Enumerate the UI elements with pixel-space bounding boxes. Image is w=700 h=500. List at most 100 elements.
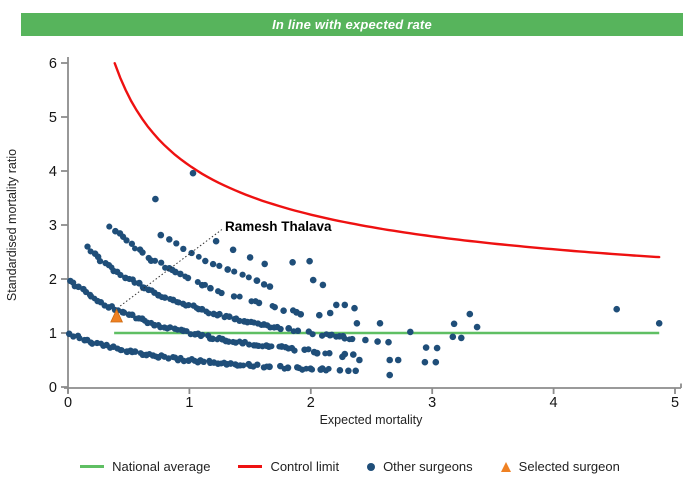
surgeon-point[interactable] [166, 236, 173, 243]
surgeon-point[interactable] [297, 310, 305, 318]
surgeon-point[interactable] [209, 260, 217, 268]
surgeon-point[interactable] [333, 301, 340, 309]
surgeon-point[interactable] [225, 338, 232, 345]
surgeon-point[interactable] [266, 283, 274, 290]
surgeon-point[interactable] [271, 304, 278, 311]
surgeon-point[interactable] [75, 283, 82, 291]
surgeon-point[interactable] [216, 262, 223, 269]
surgeon-point[interactable] [294, 327, 302, 335]
surgeon-point[interactable] [236, 293, 243, 300]
surgeon-point[interactable] [157, 231, 165, 239]
surgeon-point[interactable] [158, 259, 165, 266]
surgeon-point[interactable] [106, 223, 113, 230]
surgeon-point[interactable] [176, 270, 184, 278]
surgeon-point[interactable] [394, 356, 402, 364]
surgeon-point[interactable] [255, 299, 263, 307]
surgeon-point[interactable] [351, 304, 358, 312]
surgeon-point[interactable] [341, 301, 349, 309]
surgeon-point[interactable] [473, 323, 481, 331]
surgeon-point[interactable] [277, 325, 284, 333]
surgeon-point[interactable] [655, 320, 663, 327]
surgeon-point[interactable] [212, 237, 220, 245]
surgeon-point[interactable] [188, 249, 195, 257]
surgeon-point[interactable] [231, 268, 238, 275]
surgeon-point[interactable] [246, 254, 254, 261]
surgeon-point[interactable] [285, 325, 293, 332]
surgeon-point[interactable] [349, 335, 356, 343]
surgeon-point[interactable] [356, 356, 363, 364]
surgeon-point[interactable] [336, 367, 344, 374]
surgeon-point[interactable] [432, 358, 440, 366]
surgeon-point[interactable] [260, 281, 268, 288]
surgeon-point[interactable] [131, 348, 139, 355]
surgeon-point[interactable] [202, 281, 208, 288]
surgeon-point[interactable] [218, 289, 225, 297]
surgeon-point[interactable] [167, 324, 174, 331]
legend-item-other-surgeons[interactable]: Other surgeons [367, 459, 473, 474]
surgeon-point[interactable] [376, 320, 384, 327]
surgeon-point[interactable] [229, 246, 237, 254]
surgeon-point[interactable] [422, 344, 430, 351]
surgeon-point[interactable] [118, 347, 125, 354]
surgeon-point[interactable] [254, 361, 261, 368]
surgeon-point[interactable] [386, 371, 394, 379]
surgeon-point[interactable] [128, 240, 136, 247]
surgeon-point[interactable] [224, 266, 232, 273]
surgeon-point[interactable] [345, 367, 352, 375]
surgeon-point[interactable] [289, 259, 296, 266]
surgeon-point[interactable] [313, 349, 321, 357]
surgeon-point[interactable] [341, 350, 349, 358]
surgeon-point[interactable] [353, 320, 361, 327]
surgeon-point[interactable] [309, 331, 316, 338]
surgeon-point[interactable] [120, 309, 128, 316]
surgeon-point[interactable] [195, 253, 202, 260]
surgeon-point[interactable] [421, 358, 429, 366]
surgeon-point[interactable] [216, 310, 223, 318]
surgeon-point[interactable] [308, 366, 316, 373]
surgeon-point[interactable] [466, 310, 474, 318]
surgeon-point[interactable] [123, 237, 130, 244]
surgeon-point[interactable] [151, 257, 159, 264]
surgeon-point[interactable] [374, 338, 381, 345]
surgeon-point[interactable] [239, 271, 246, 278]
surgeon-point[interactable] [161, 294, 169, 301]
legend-item-control-limit[interactable]: Control limit [238, 459, 339, 474]
surgeon-point[interactable] [309, 276, 317, 284]
surgeon-point[interactable] [117, 271, 124, 279]
selected-surgeon-marker[interactable] [110, 308, 124, 323]
surgeon-point[interactable] [613, 305, 620, 313]
surgeon-point[interactable] [226, 313, 233, 321]
surgeon-point[interactable] [89, 340, 96, 347]
surgeon-point[interactable] [341, 335, 348, 342]
surgeon-point[interactable] [200, 358, 207, 366]
surgeon-point[interactable] [189, 169, 197, 177]
legend-item-national-average[interactable]: National average [80, 459, 210, 474]
surgeon-point[interactable] [362, 336, 369, 344]
surgeon-point[interactable] [305, 346, 312, 353]
surgeon-point[interactable] [319, 281, 327, 289]
surgeon-point[interactable] [352, 367, 360, 375]
surgeon-point[interactable] [152, 195, 159, 203]
surgeon-point[interactable] [236, 317, 243, 325]
surgeon-point[interactable] [316, 311, 323, 319]
surgeon-point[interactable] [450, 320, 458, 328]
surgeon-point[interactable] [207, 284, 214, 292]
surgeon-point[interactable] [199, 331, 206, 338]
surgeon-point[interactable] [209, 335, 216, 343]
surgeon-point[interactable] [70, 333, 77, 340]
surgeon-point[interactable] [230, 293, 238, 300]
surgeon-point[interactable] [184, 274, 192, 282]
surgeon-point[interactable] [433, 344, 441, 352]
surgeon-point[interactable] [245, 274, 252, 281]
surgeon-point[interactable] [185, 302, 192, 309]
surgeon-point[interactable] [183, 328, 190, 335]
surgeon-point[interactable] [325, 365, 332, 372]
surgeon-point[interactable] [194, 278, 201, 286]
surgeon-point[interactable] [261, 260, 269, 268]
surgeon-point[interactable] [280, 307, 287, 314]
surgeon-point[interactable] [76, 335, 83, 342]
surgeon-point[interactable] [128, 311, 136, 319]
surgeon-point[interactable] [306, 257, 313, 265]
surgeon-point[interactable] [246, 341, 253, 348]
surgeon-point[interactable] [180, 245, 187, 253]
